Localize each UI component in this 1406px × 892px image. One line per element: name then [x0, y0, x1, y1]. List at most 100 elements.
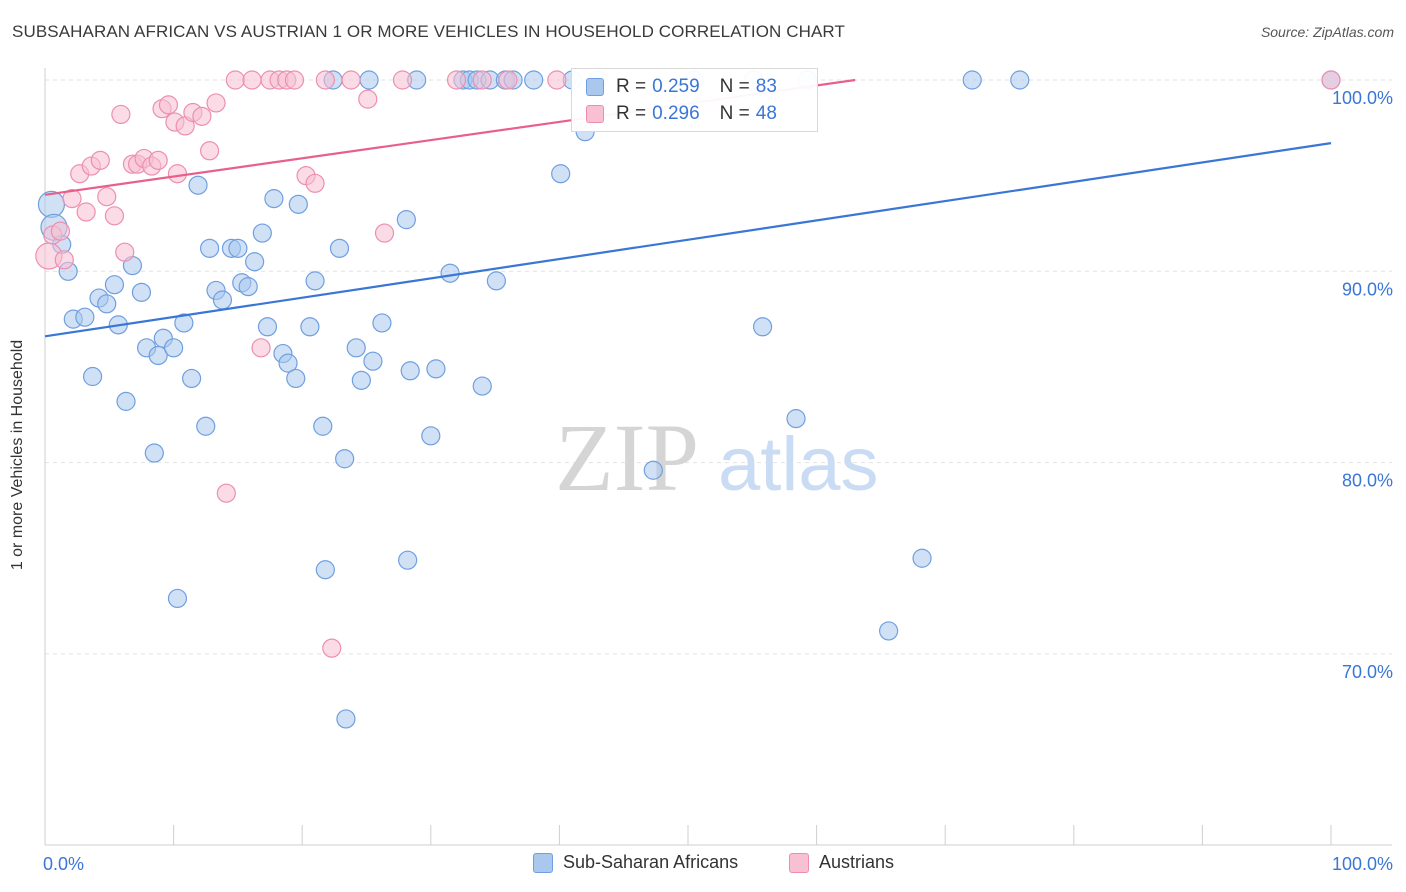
point-pink — [251, 338, 271, 358]
y-tick-label: 90.0% — [1342, 279, 1393, 299]
point-blue — [288, 194, 308, 214]
point-pink — [97, 187, 117, 207]
point-blue — [421, 426, 441, 446]
n-label-blue: N = — [719, 76, 750, 97]
point-blue — [228, 238, 248, 258]
point-blue — [551, 164, 571, 184]
point-pink — [104, 206, 125, 226]
point-pink — [322, 638, 342, 658]
watermark-zip: ZIP — [555, 404, 699, 511]
watermark: ZIP atlas — [555, 404, 879, 511]
y-axis-label: 1 or more Vehicles in Household — [9, 339, 26, 571]
point-blue — [426, 359, 446, 379]
r-value-pink: 0.296 — [652, 103, 700, 124]
series-austrians — [35, 70, 1341, 658]
point-blue — [196, 416, 216, 436]
point-pink — [62, 189, 82, 209]
point-pink — [148, 150, 168, 170]
point-blue — [879, 621, 899, 641]
point-pink — [216, 483, 236, 503]
point-blue — [116, 391, 136, 411]
point-blue — [278, 353, 298, 373]
point-blue — [398, 550, 418, 570]
point-pink — [206, 93, 226, 113]
point-blue — [313, 416, 333, 436]
point-pink — [315, 70, 335, 90]
point-blue — [329, 238, 350, 258]
point-pink — [472, 70, 492, 90]
stats-box: R = 0.259 N = 83 R = 0.296 N = 48 — [571, 68, 818, 132]
point-blue — [786, 409, 806, 429]
point-blue — [148, 345, 168, 366]
point-blue — [752, 317, 773, 337]
legend-item-pink[interactable]: Austrians — [789, 852, 894, 873]
point-blue — [257, 317, 278, 337]
y-tick-label: 80.0% — [1342, 471, 1393, 491]
point-blue — [396, 210, 416, 230]
legend-blue-label: Sub-Saharan Africans — [563, 852, 739, 872]
point-blue — [245, 252, 265, 272]
legend-pink-label: Austrians — [819, 852, 895, 872]
point-pink — [358, 89, 378, 109]
point-blue — [315, 560, 335, 580]
stats-row-blue: R = 0.259 N = 83 — [586, 74, 777, 100]
point-blue — [174, 313, 194, 333]
point-blue — [962, 70, 982, 90]
point-pink — [341, 70, 361, 90]
point-blue — [252, 223, 272, 243]
series-sub-saharan-africans — [37, 70, 1341, 729]
legend-item-blue[interactable]: Sub-Saharan Africans — [533, 852, 738, 873]
point-blue — [75, 307, 95, 327]
point-blue — [346, 338, 366, 358]
r-label-pink: R = — [616, 103, 647, 124]
point-blue — [82, 366, 103, 387]
point-pink — [111, 104, 131, 125]
point-blue — [363, 351, 383, 371]
point-blue — [1010, 70, 1030, 90]
point-blue — [372, 313, 392, 333]
x-tick-label-max: 100.0% — [1332, 854, 1393, 874]
point-blue — [97, 294, 117, 314]
watermark-atlas: atlas — [718, 422, 879, 507]
point-pink — [192, 106, 212, 126]
y-tick-label: 70.0% — [1342, 662, 1393, 682]
n-label-pink: N = — [719, 103, 750, 124]
chart-title: SUBSAHARAN AFRICAN VS AUSTRIAN 1 OR MORE… — [12, 22, 845, 41]
point-blue — [300, 317, 320, 337]
legend-pink-swatch — [789, 852, 809, 873]
point-pink — [392, 70, 413, 90]
point-blue — [486, 271, 506, 291]
point-pink — [446, 70, 467, 90]
point-pink — [167, 164, 188, 184]
point-pink — [200, 141, 220, 161]
point-blue — [335, 449, 355, 469]
stats-row-pink: R = 0.296 N = 48 — [586, 101, 777, 127]
point-blue — [359, 70, 379, 90]
point-pink — [374, 223, 395, 243]
point-blue — [212, 290, 233, 310]
point-pink — [54, 250, 74, 270]
point-pink — [1321, 70, 1341, 90]
point-blue — [238, 277, 258, 297]
y-axis-label-wrap: 1 or more Vehicles in Household — [9, 340, 27, 570]
n-value-pink: 48 — [755, 103, 777, 124]
point-blue — [440, 263, 460, 283]
point-pink — [225, 70, 245, 90]
pink-swatch — [586, 105, 604, 123]
point-pink — [90, 150, 110, 170]
point-blue — [472, 376, 492, 396]
point-blue — [188, 175, 208, 195]
y-tick-label: 100.0% — [1332, 88, 1393, 108]
point-blue — [37, 190, 66, 218]
point-blue — [400, 361, 420, 381]
point-blue — [144, 443, 164, 463]
point-blue — [524, 70, 544, 90]
point-blue — [164, 338, 184, 358]
point-blue — [336, 709, 356, 729]
point-pink — [305, 173, 325, 193]
blue-swatch — [586, 78, 604, 96]
axes — [44, 68, 1392, 846]
point-pink — [50, 221, 71, 241]
point-blue — [305, 271, 325, 291]
point-blue — [131, 282, 152, 302]
